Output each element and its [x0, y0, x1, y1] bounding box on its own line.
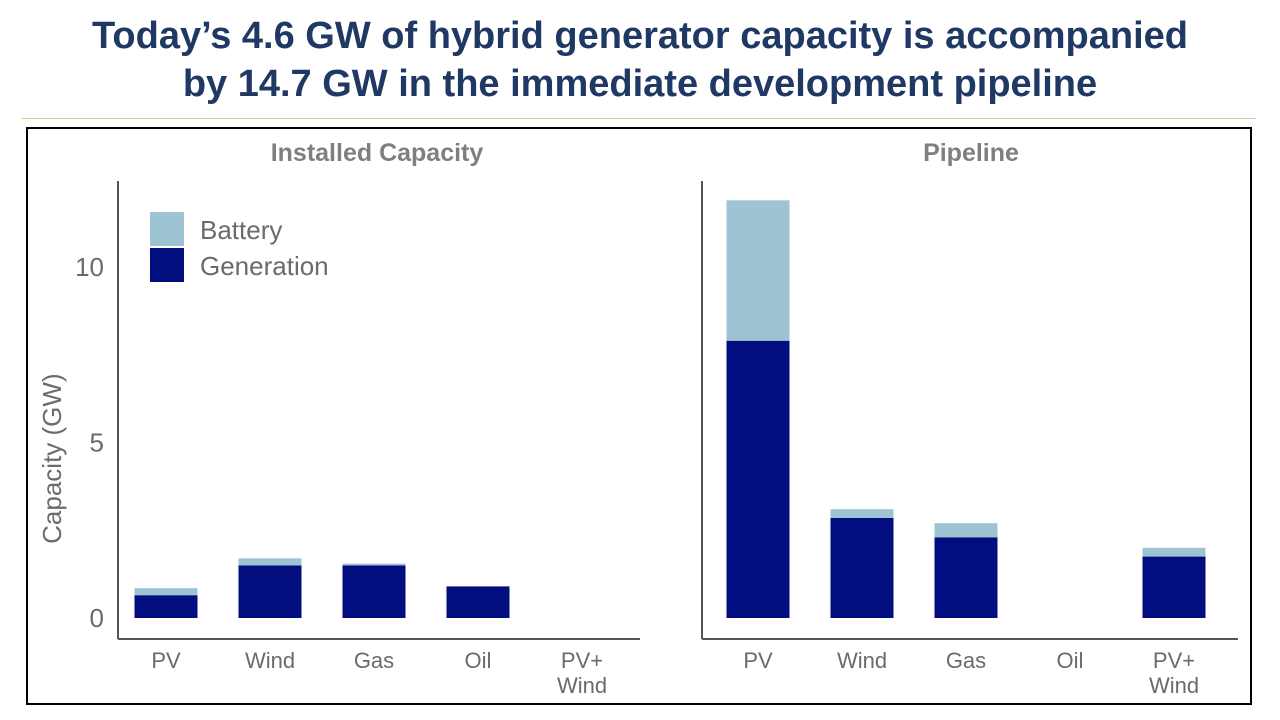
y-tick-label: 10	[75, 252, 104, 282]
bar-battery	[934, 523, 998, 538]
slide-title: Today’s 4.6 GW of hybrid generator capac…	[0, 12, 1280, 108]
bar-generation	[238, 565, 302, 618]
panel-title: Installed Capacity	[271, 139, 484, 167]
bar-battery	[1142, 547, 1206, 557]
x-tick-label: Wind	[245, 648, 295, 673]
bar-generation	[726, 340, 790, 618]
slide-title-line-1: Today’s 4.6 GW of hybrid generator capac…	[92, 15, 1188, 57]
x-tick-label: Wind	[557, 673, 607, 698]
stacked-bar-chart: 0 5 10 Capacity (GW) Installed Capacity PV Win…	[37, 139, 1238, 698]
bar-generation	[830, 517, 894, 618]
bar-generation	[1142, 556, 1206, 618]
x-tick-label: Wind	[837, 648, 887, 673]
y-tick-label: 0	[90, 603, 104, 633]
x-tick-label: Gas	[354, 648, 394, 673]
bar-generation	[934, 537, 998, 618]
bar-battery	[342, 563, 406, 566]
panel-title: Pipeline	[923, 139, 1019, 167]
legend-swatch-battery	[150, 212, 184, 246]
legend-swatch-generation	[150, 248, 184, 282]
x-tick-label: Gas	[946, 648, 986, 673]
bar-battery	[830, 509, 894, 518]
x-tick-label: Oil	[1057, 648, 1084, 673]
x-tick-label: PV+	[561, 648, 603, 673]
slide-title-line-2: by 14.7 GW in the immediate development …	[182, 63, 1098, 105]
y-tick-label: 5	[90, 428, 104, 458]
y-axis-title: Capacity (GW)	[37, 373, 67, 543]
x-tick-label: PV	[151, 648, 181, 673]
x-tick-label: PV+	[1153, 648, 1195, 673]
bar-battery	[134, 588, 198, 596]
title-divider	[22, 118, 1256, 119]
x-tick-label: Oil	[465, 648, 492, 673]
legend-label: Battery	[200, 215, 282, 245]
legend-label: Generation	[200, 251, 329, 281]
chart-frame: 0 5 10 Capacity (GW) Installed Capacity PV Win…	[26, 127, 1252, 705]
bar-generation	[134, 595, 198, 618]
x-tick-label: Wind	[1149, 673, 1199, 698]
bar-battery	[726, 200, 790, 341]
bar-generation	[342, 565, 406, 618]
x-tick-label: PV	[743, 648, 773, 673]
bar-battery	[238, 558, 302, 566]
bar-generation	[446, 586, 510, 618]
